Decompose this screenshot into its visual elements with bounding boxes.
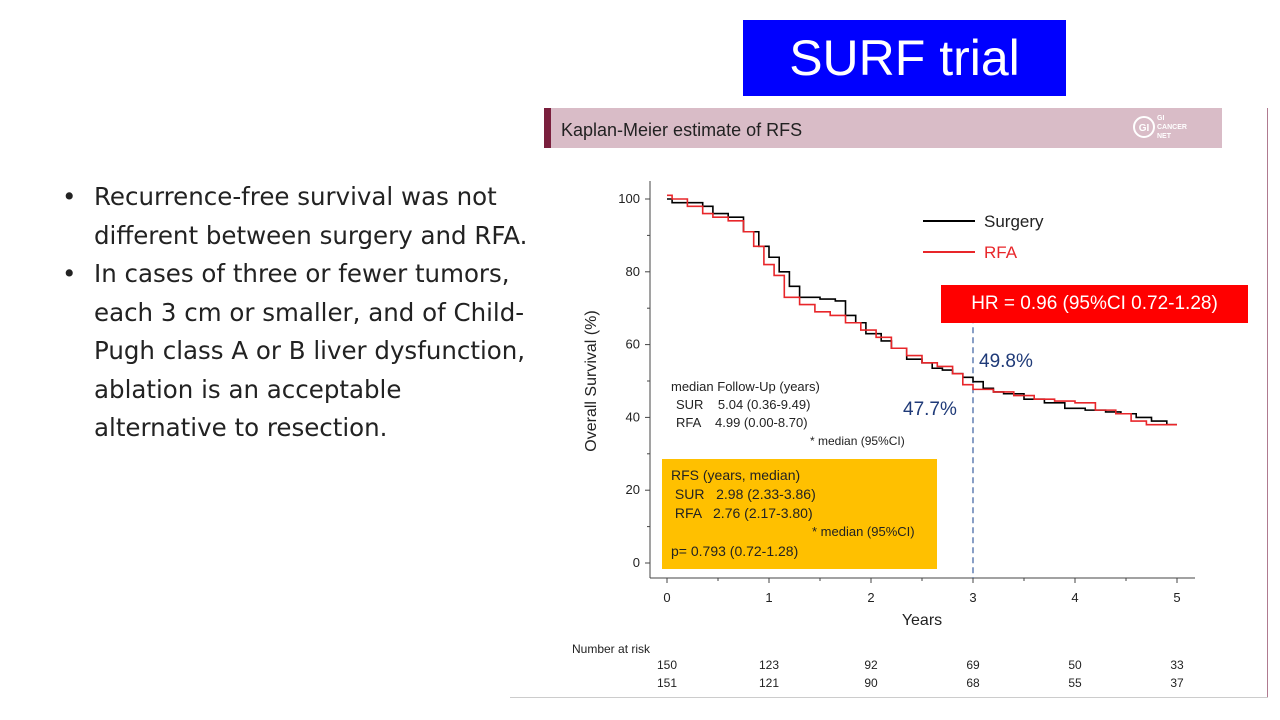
rfs-box-note: * median (95%CI) [812, 524, 915, 539]
figure-header-band [544, 108, 1222, 148]
legend-label-rfa: RFA [984, 243, 1018, 262]
risk-value: 33 [1170, 658, 1184, 672]
rfs-box-row-sur: SUR 2.98 (2.33-3.86) [671, 486, 816, 502]
x-tick-label: 2 [867, 590, 874, 605]
y-tick-label: 80 [626, 264, 640, 279]
x-tick-label: 1 [765, 590, 772, 605]
y-tick-label: 60 [626, 337, 640, 352]
figure-header-title: Kaplan-Meier estimate of RFS [561, 120, 802, 140]
followup-row-rfa: RFA 4.99 (0.00-8.70) [676, 415, 808, 430]
hazard-ratio-text: HR = 0.96 (95%CI 0.72-1.28) [971, 293, 1218, 314]
km-figure: Kaplan-Meier estimate of RFS GI GI CANCE… [544, 108, 1222, 690]
risk-value: 123 [759, 658, 779, 672]
risk-value: 55 [1068, 676, 1082, 690]
risk-value: 150 [657, 658, 677, 672]
rfs-summary-box: RFS (years, median) SUR 2.98 (2.33-3.86)… [662, 459, 937, 569]
rfs-box-title: RFS (years, median) [671, 467, 800, 483]
hazard-ratio-label: HR = 0.96 (95%CI 0.72-1.28) [941, 285, 1248, 323]
bullet-item: In cases of three or fewer tumors, each … [62, 255, 532, 448]
figure-border-right [1267, 108, 1268, 698]
x-tick-label: 4 [1071, 590, 1078, 605]
gi-cancer-net-logo: GI GI CANCER NET [1133, 115, 1187, 140]
rfs-box-pvalue: p= 0.793 (0.72-1.28) [671, 543, 798, 559]
logo-mark: GI [1139, 123, 1150, 134]
y-tick-label: 40 [626, 409, 640, 424]
risk-value: 90 [864, 676, 878, 690]
y-tick-label: 0 [633, 555, 640, 570]
logo-circle-icon [1133, 116, 1155, 138]
x-axis-title: Years [902, 612, 942, 629]
x-tick-label: 3 [969, 590, 976, 605]
chart-axes: 0 20 40 60 80 100 0 1 2 3 4 5 Years Overall Survival … [583, 181, 1195, 629]
logo-word-1: GI [1157, 115, 1164, 122]
risk-value: 50 [1068, 658, 1082, 672]
rfs-box-background [662, 459, 937, 569]
y-tick-label: 100 [618, 191, 640, 206]
median-followup-block: median Follow-Up (years) SUR 5.04 (0.36-… [671, 379, 905, 448]
y-tick-label: 20 [626, 482, 640, 497]
legend-label-surgery: Surgery [984, 212, 1044, 231]
rfs-box-row-rfa: RFA 2.76 (2.17-3.80) [671, 505, 813, 521]
figure-header-accent [544, 108, 551, 148]
x-tick-label: 5 [1173, 590, 1180, 605]
y-axis-title: Overall Survival (%) [583, 310, 600, 451]
survival-curve-rfa [667, 194, 1177, 426]
risk-value: 121 [759, 676, 779, 690]
risk-value: 68 [966, 676, 980, 690]
chart-series [667, 194, 1177, 426]
chart-legend: Surgery RFA [923, 212, 1044, 262]
x-tick-label: 0 [663, 590, 670, 605]
followup-note: * median (95%CI) [810, 434, 905, 448]
risk-value: 92 [864, 658, 878, 672]
figure-border-bottom [510, 697, 1268, 698]
risk-table-title: Number at risk [572, 642, 651, 656]
bullet-item: Recurrence-free survival was not differe… [62, 178, 532, 255]
risk-value: 69 [966, 658, 980, 672]
slide-title-text: SURF trial [789, 30, 1020, 86]
risk-table: 150 123 92 69 50 33 151 121 90 68 55 37 [657, 658, 1184, 690]
logo-word-3: NET [1157, 133, 1172, 140]
risk-value: 37 [1170, 676, 1184, 690]
followup-title: median Follow-Up (years) [671, 379, 820, 394]
annotation-rfa-3yr: 47.7% [903, 399, 957, 420]
slide-title: SURF trial [743, 20, 1066, 96]
risk-value: 151 [657, 676, 677, 690]
annotation-surgery-3yr: 49.8% [979, 351, 1033, 372]
bullet-list: Recurrence-free survival was not differe… [62, 178, 532, 448]
followup-row-sur: SUR 5.04 (0.36-9.49) [676, 397, 810, 412]
logo-word-2: CANCER [1157, 124, 1187, 131]
